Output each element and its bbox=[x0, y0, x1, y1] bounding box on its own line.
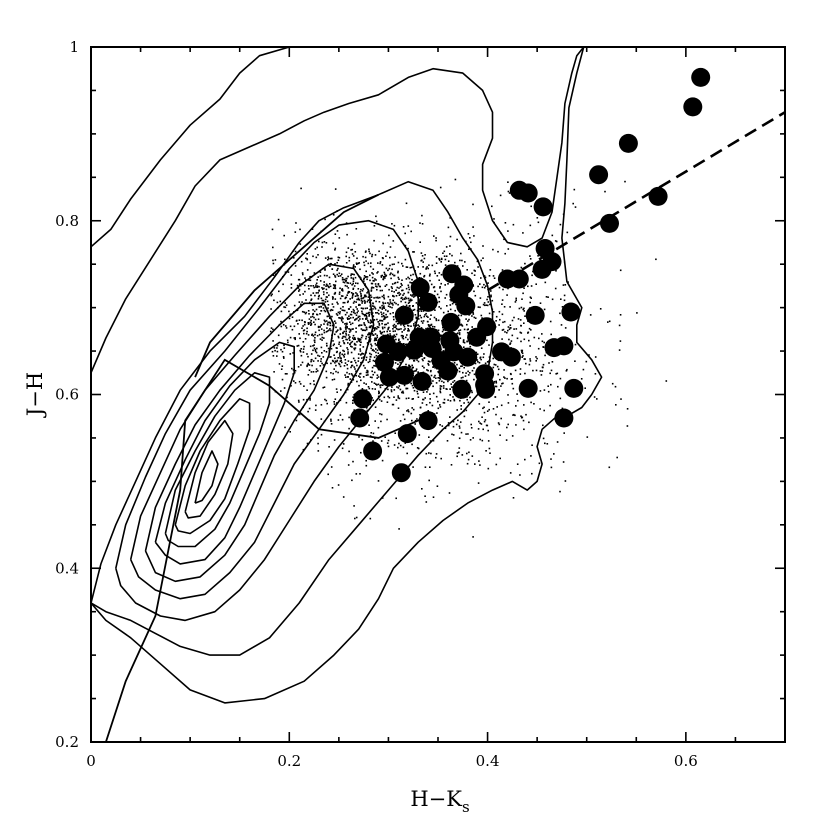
contour-line bbox=[91, 47, 585, 374]
locus-lines bbox=[105, 193, 429, 742]
data-point bbox=[410, 278, 430, 298]
data-point bbox=[458, 347, 478, 367]
axis-ticks: 0 0.2 0.4 0.6 0.2 0.4 0.6 0.8 1 bbox=[55, 38, 786, 770]
x-tick-label: 0 bbox=[86, 752, 96, 770]
contour-line bbox=[115, 219, 420, 622]
y-tick-label: 1 bbox=[69, 38, 79, 56]
large-points bbox=[350, 67, 711, 483]
data-point bbox=[388, 342, 408, 362]
data-point bbox=[394, 305, 414, 325]
data-point bbox=[379, 367, 399, 387]
y-tick-label: 0.4 bbox=[55, 559, 79, 577]
y-tick-label: 0.6 bbox=[55, 386, 79, 404]
contour-line bbox=[154, 341, 296, 565]
contour-line bbox=[194, 450, 219, 504]
data-point bbox=[476, 379, 496, 399]
contour-line bbox=[91, 47, 603, 704]
plot-frame bbox=[90, 46, 786, 743]
data-point bbox=[691, 67, 711, 87]
data-point bbox=[501, 347, 521, 367]
data-point bbox=[353, 389, 373, 409]
x-tick-label: 0.2 bbox=[277, 752, 301, 770]
y-tick-label: 0.8 bbox=[55, 212, 79, 230]
data-point bbox=[418, 411, 438, 431]
contour-line bbox=[174, 397, 251, 535]
data-point bbox=[350, 408, 370, 428]
data-point bbox=[533, 197, 553, 217]
data-point bbox=[532, 259, 552, 279]
contour-line bbox=[91, 180, 494, 656]
y-tick-label: 0.2 bbox=[55, 733, 79, 751]
contour-line bbox=[91, 47, 290, 248]
data-point bbox=[561, 302, 581, 322]
x-tick-label: 0.4 bbox=[476, 752, 500, 770]
data-point bbox=[394, 365, 414, 385]
reddening-vector bbox=[486, 111, 785, 292]
contour-line bbox=[144, 302, 335, 583]
contour-line bbox=[164, 371, 271, 548]
dashed-line bbox=[486, 111, 785, 292]
data-point bbox=[525, 305, 545, 325]
data-point bbox=[467, 327, 487, 347]
data-point bbox=[375, 352, 394, 372]
y-axis-label: J−H bbox=[23, 372, 47, 418]
data-point bbox=[564, 378, 584, 398]
x-axis-label: H−Ks bbox=[410, 787, 469, 816]
data-point bbox=[412, 372, 432, 391]
data-point bbox=[589, 165, 609, 185]
data-point bbox=[391, 463, 411, 483]
data-point bbox=[363, 441, 383, 461]
data-point bbox=[456, 296, 476, 316]
data-point bbox=[648, 186, 668, 206]
data-point bbox=[441, 312, 461, 332]
data-point bbox=[509, 269, 529, 289]
locus-line bbox=[105, 358, 429, 742]
data-point bbox=[618, 133, 638, 153]
data-point bbox=[452, 379, 472, 399]
plot-border bbox=[90, 46, 786, 743]
data-point bbox=[418, 292, 438, 312]
data-point bbox=[438, 361, 458, 381]
data-point bbox=[404, 340, 424, 360]
data-point bbox=[554, 336, 574, 356]
data-point bbox=[442, 264, 462, 284]
data-point bbox=[518, 183, 538, 203]
data-point bbox=[600, 213, 619, 233]
locus-line bbox=[194, 193, 379, 378]
data-point bbox=[397, 424, 417, 444]
density-contours bbox=[91, 47, 603, 704]
data-point bbox=[683, 97, 703, 117]
contour-line bbox=[184, 419, 234, 519]
data-point bbox=[518, 378, 538, 398]
x-tick-label: 0.6 bbox=[674, 752, 698, 770]
data-point bbox=[554, 408, 574, 428]
